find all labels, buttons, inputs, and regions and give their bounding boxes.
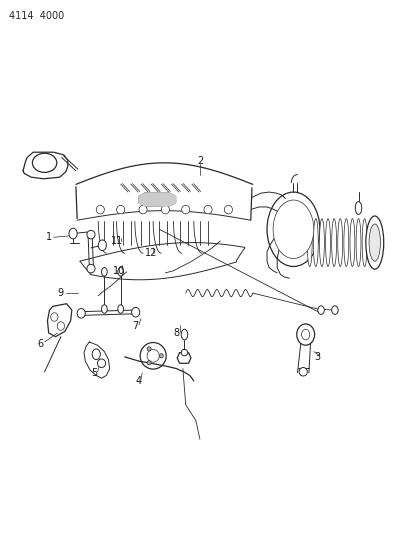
Text: 12: 12 xyxy=(145,248,157,258)
Text: 4: 4 xyxy=(135,376,141,386)
Ellipse shape xyxy=(297,324,315,345)
Ellipse shape xyxy=(140,343,166,369)
Text: 6: 6 xyxy=(38,338,44,349)
Ellipse shape xyxy=(326,219,330,266)
Ellipse shape xyxy=(117,205,125,214)
Polygon shape xyxy=(139,193,175,206)
Ellipse shape xyxy=(87,264,95,273)
Ellipse shape xyxy=(319,219,324,266)
Ellipse shape xyxy=(181,329,188,340)
Ellipse shape xyxy=(302,329,310,340)
Ellipse shape xyxy=(147,347,151,351)
Ellipse shape xyxy=(51,313,58,321)
Ellipse shape xyxy=(102,305,107,313)
Ellipse shape xyxy=(139,205,147,214)
Ellipse shape xyxy=(132,308,140,317)
Text: 8: 8 xyxy=(173,328,180,338)
Ellipse shape xyxy=(344,219,349,266)
Ellipse shape xyxy=(318,306,324,314)
Ellipse shape xyxy=(332,306,338,314)
Ellipse shape xyxy=(161,205,169,214)
Text: 4114  4000: 4114 4000 xyxy=(9,11,64,21)
Ellipse shape xyxy=(181,350,188,356)
Ellipse shape xyxy=(362,219,367,266)
Ellipse shape xyxy=(224,205,233,214)
Ellipse shape xyxy=(366,216,384,269)
Ellipse shape xyxy=(69,228,77,239)
Ellipse shape xyxy=(118,268,124,276)
Ellipse shape xyxy=(332,219,337,266)
Ellipse shape xyxy=(57,322,64,330)
Text: 5: 5 xyxy=(91,368,98,378)
Ellipse shape xyxy=(273,200,314,259)
Text: 9: 9 xyxy=(58,288,64,298)
Ellipse shape xyxy=(87,230,95,239)
Ellipse shape xyxy=(147,350,159,362)
Polygon shape xyxy=(47,304,72,337)
Ellipse shape xyxy=(356,219,361,266)
Ellipse shape xyxy=(299,368,307,376)
Polygon shape xyxy=(177,353,191,364)
Text: 3: 3 xyxy=(314,352,320,362)
Ellipse shape xyxy=(369,224,381,261)
Ellipse shape xyxy=(98,359,106,368)
Ellipse shape xyxy=(159,354,163,358)
Ellipse shape xyxy=(32,154,57,172)
Text: 1: 1 xyxy=(46,232,52,243)
Ellipse shape xyxy=(98,240,106,251)
Ellipse shape xyxy=(307,219,312,266)
Ellipse shape xyxy=(102,268,107,276)
Ellipse shape xyxy=(267,192,320,266)
Text: 2: 2 xyxy=(197,156,203,166)
Ellipse shape xyxy=(204,205,212,214)
Ellipse shape xyxy=(350,219,355,266)
Ellipse shape xyxy=(92,349,100,360)
Ellipse shape xyxy=(182,205,190,214)
Ellipse shape xyxy=(118,305,124,313)
Text: 10: 10 xyxy=(113,266,125,276)
Ellipse shape xyxy=(313,219,318,266)
Ellipse shape xyxy=(77,309,85,318)
Ellipse shape xyxy=(147,361,151,365)
Ellipse shape xyxy=(338,219,343,266)
Ellipse shape xyxy=(96,205,104,214)
Ellipse shape xyxy=(355,201,362,214)
Text: 7: 7 xyxy=(132,321,138,331)
Text: 11: 11 xyxy=(111,236,123,246)
